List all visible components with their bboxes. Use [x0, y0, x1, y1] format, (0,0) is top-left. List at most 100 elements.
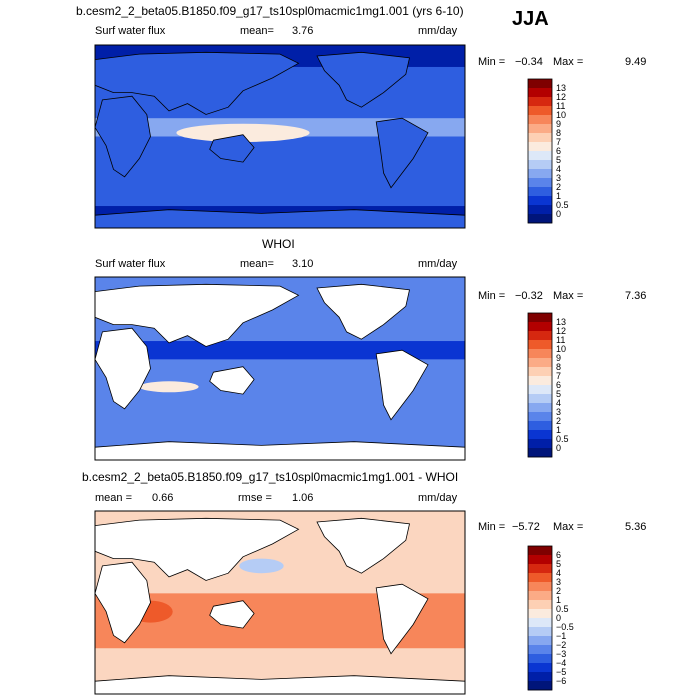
colorbar-swatch [528, 600, 552, 610]
continent-namerica [316, 283, 410, 340]
colorbar-tick-label: 8 [556, 362, 561, 372]
negative-anomaly-patch [239, 558, 284, 574]
colorbar-swatch [528, 546, 552, 556]
colorbar-swatch [528, 88, 552, 98]
tropical-band [95, 341, 465, 360]
panel-1-min-label: Min = [478, 56, 506, 68]
map-panel-3 [94, 510, 466, 695]
colorbar-tick-label: 5 [556, 559, 561, 569]
colorbar-swatch [528, 115, 552, 125]
colorbar-frame [527, 78, 553, 224]
colorbar-swatch [528, 439, 552, 449]
colorbar-tick-label: 11 [556, 335, 565, 345]
continent-antarctica [95, 209, 465, 228]
colorbar-tick-label: 0 [556, 613, 561, 623]
colorbar-tick-label: −2 [556, 640, 566, 650]
colorbar-tick-label: 7 [556, 371, 561, 381]
map-panel-1 [94, 44, 466, 229]
colorbar-swatch [528, 169, 552, 179]
colorbar-frame [527, 312, 553, 458]
colorbar-swatch [528, 124, 552, 134]
panel-1-mean-label: mean= [240, 25, 274, 37]
colorbar-tick-label: 12 [556, 92, 566, 102]
panel-1-units: mm/day [418, 25, 458, 37]
continent-namerica [316, 51, 410, 108]
map-frame [94, 510, 466, 695]
colorbar-tick-label: −0.5 [556, 622, 574, 632]
panel-2-max-value: 7.36 [625, 290, 647, 302]
colorbar-swatch [528, 349, 552, 359]
colorbar-tick-label: 1 [556, 595, 561, 605]
colorbar-swatch [528, 663, 552, 673]
colorbar-swatch [528, 97, 552, 107]
colorbar-tick-label: 5 [556, 155, 561, 165]
colorbar-tick-label: 2 [556, 182, 561, 192]
colorbar-swatch [528, 160, 552, 170]
subtropical-patch [139, 381, 199, 393]
colorbar-swatch [528, 106, 552, 116]
colorbar-swatch [528, 573, 552, 583]
colorbar-tick-label: 0 [556, 209, 561, 219]
panel-3-min-value: −5.72 [512, 521, 540, 533]
continent-australia [209, 366, 255, 395]
colorbar-tick-label: 4 [556, 568, 561, 578]
continent-samerica [375, 349, 429, 421]
panel-3-max-label: Max = [553, 521, 584, 533]
colorbar-swatch [528, 313, 552, 323]
colorbar-swatch [528, 322, 552, 332]
colorbar-swatch [528, 645, 552, 655]
continent-africa [95, 327, 151, 410]
colorbar-tick-label: 5 [556, 389, 561, 399]
colorbar-swatch [528, 394, 552, 404]
continent-namerica [316, 517, 410, 574]
colorbar-swatch [528, 555, 552, 565]
colorbar-swatch [528, 672, 552, 682]
colorbar-tick-label: −5 [556, 667, 566, 677]
colorbar-tick-label: 0.5 [556, 434, 569, 444]
colorbar-swatch [528, 654, 552, 664]
continent-eurasia [95, 51, 300, 115]
continent-africa [95, 561, 151, 644]
colorbar-swatch [528, 430, 552, 440]
colorbar-swatch [528, 448, 552, 458]
map-frame [94, 44, 466, 229]
colorbar-tick-label: 9 [556, 119, 561, 129]
colorbar-tick-label: 7 [556, 137, 561, 147]
panel-3-mean-label: mean = [95, 492, 132, 504]
continent-samerica [375, 583, 429, 655]
season-label: JJA [512, 8, 549, 30]
panel-1-max-label: Max = [553, 56, 584, 68]
panel-1-title: b.cesm2_2_beta05.B1850.f09_g17_ts10spl0m… [76, 4, 464, 18]
colorbar-swatch [528, 636, 552, 646]
panel-3-mean-value: 0.66 [152, 492, 174, 504]
colorbar-swatch [528, 591, 552, 601]
colorbar-tick-label: 10 [556, 344, 566, 354]
panel-3-rmse-label: rmse = [238, 492, 272, 504]
colorbar-tick-label: 13 [556, 83, 566, 93]
colorbar-tick-label: 0 [556, 443, 561, 453]
colorbar-tick-label: 0.5 [556, 604, 569, 614]
colorbar-swatch [528, 421, 552, 431]
colorbar-swatch [528, 187, 552, 197]
colorbar-swatch [528, 331, 552, 341]
colorbar-swatch [528, 609, 552, 619]
colorbar-swatch [528, 582, 552, 592]
panel-2-title: WHOI [262, 237, 295, 251]
colorbar-tick-label: 0.5 [556, 200, 569, 210]
colorbar-tick-label: −3 [556, 649, 566, 659]
colorbar-tick-label: 3 [556, 173, 561, 183]
colorbar-tick-label: 6 [556, 380, 561, 390]
colorbar-tick-label: 12 [556, 326, 566, 336]
panel-1-variable-label: Surf water flux [95, 25, 166, 37]
continent-antarctica [95, 675, 465, 694]
panel-3-min-label: Min = [478, 521, 506, 533]
colorbar-tick-label: 9 [556, 353, 561, 363]
colorbar-swatch [528, 358, 552, 368]
colorbar-swatch [528, 214, 552, 224]
colorbar-tick-label: 2 [556, 416, 561, 426]
colorbar-swatch [528, 385, 552, 395]
colorbar-tick-label: 1 [556, 191, 561, 201]
